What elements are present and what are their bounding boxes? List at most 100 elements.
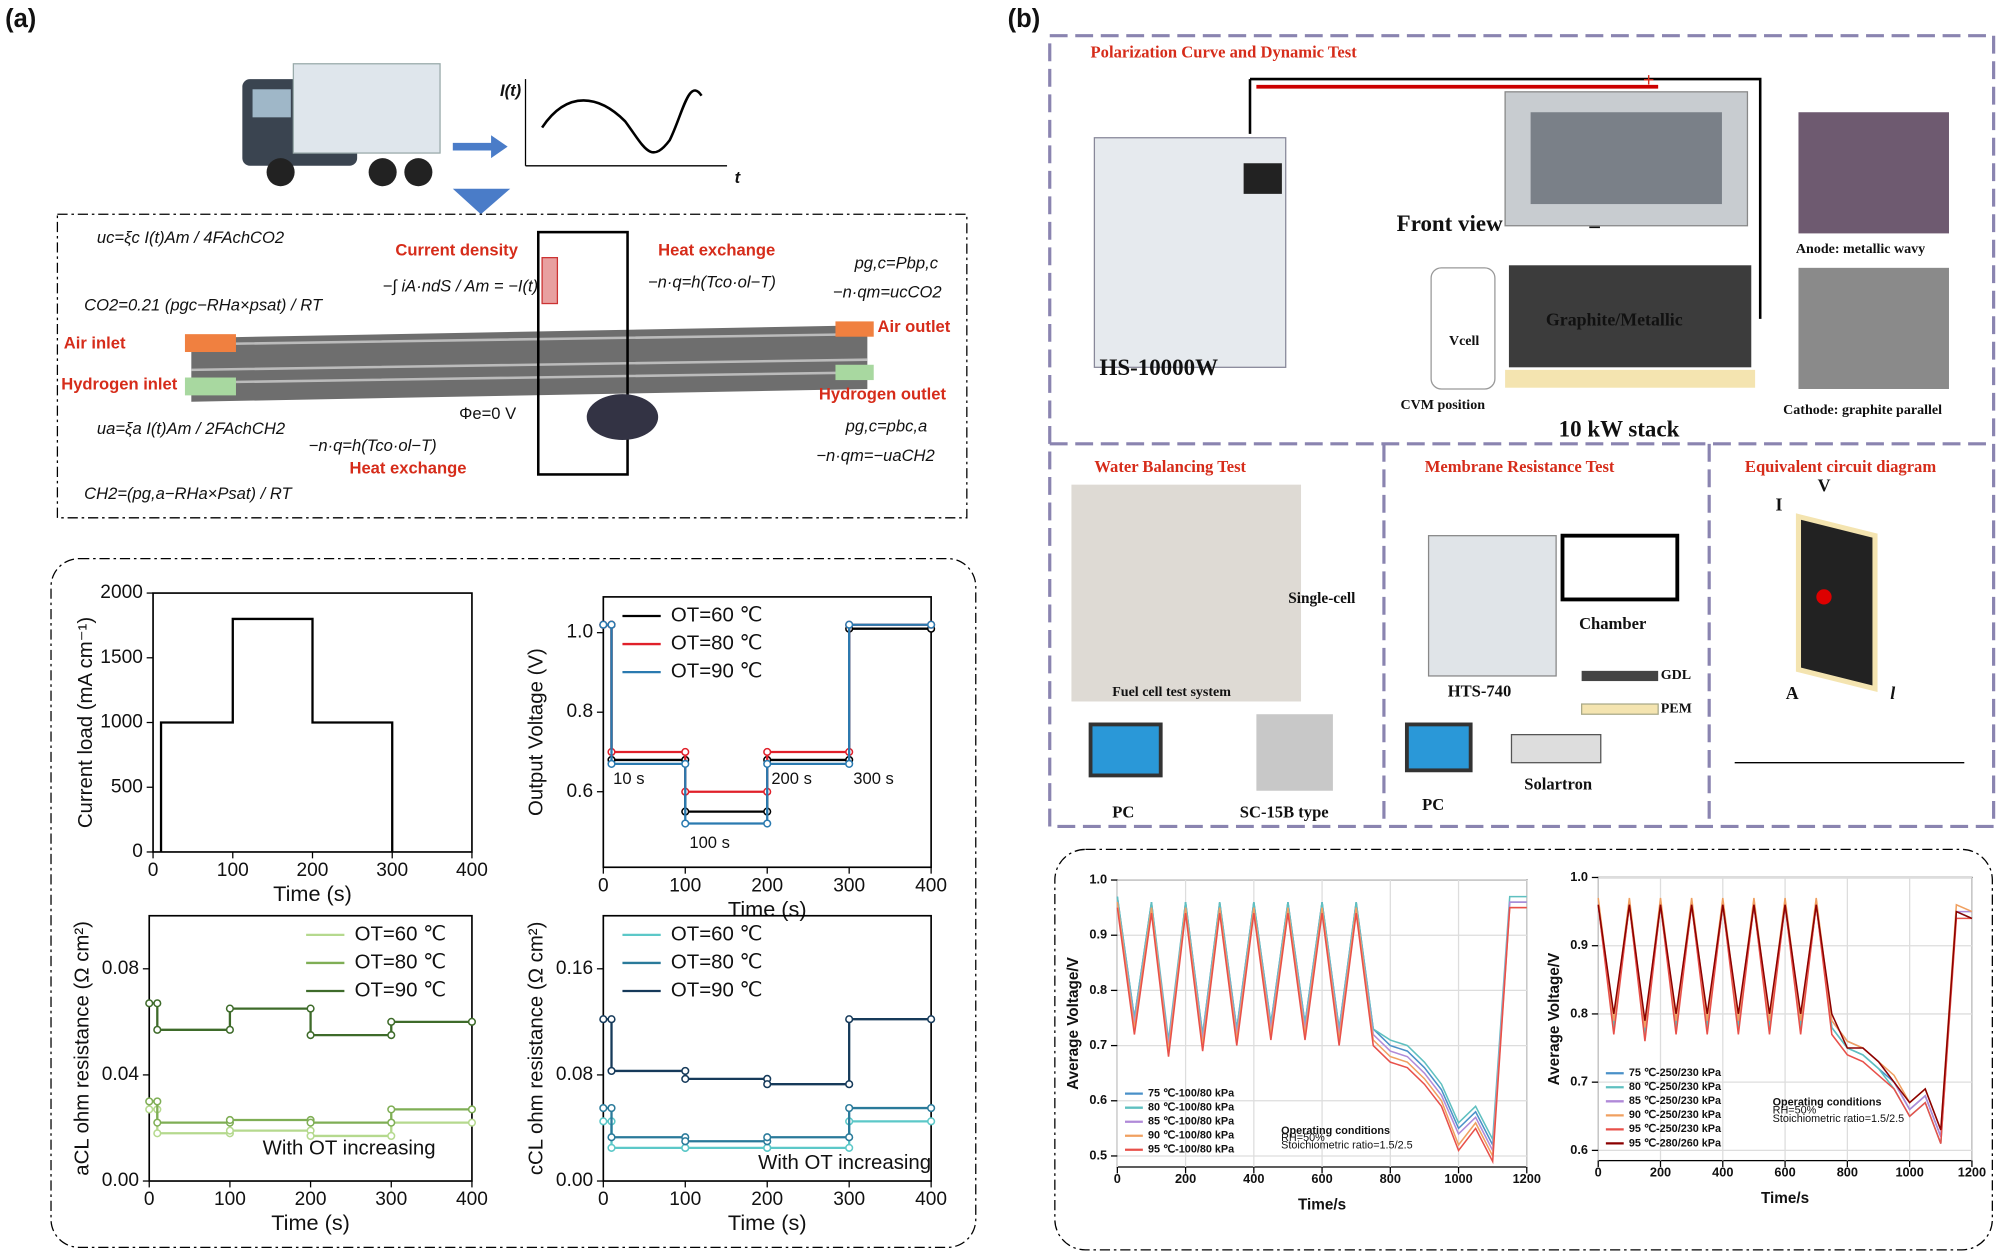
x-tick-label: 200 (751, 1189, 783, 1210)
legend-label: 95 ℃-100/80 kPa (1148, 1144, 1235, 1156)
y-axis-label: aCL ohm resistance (Ω cm²) (71, 921, 93, 1176)
label: Graphite/Metallic (1546, 309, 1683, 329)
y-tick-label: 0.16 (556, 958, 593, 979)
label: Hydrogen outlet (819, 385, 947, 404)
marker (845, 620, 854, 629)
y-tick-label: 0.6 (1570, 1142, 1588, 1157)
x-tick-label: 0 (1114, 1171, 1121, 1186)
legend-label: 90 ℃-250/230 kPa (1629, 1109, 1722, 1121)
marker (599, 1015, 608, 1024)
label: PC (1422, 795, 1444, 814)
marker (607, 1133, 616, 1142)
series-line (149, 1100, 472, 1124)
x-tick-label: 800 (1837, 1165, 1858, 1180)
x-tick-label: 200 (1650, 1165, 1671, 1180)
truck (242, 63, 441, 187)
x-tick-label: 600 (1311, 1171, 1332, 1186)
x-tick-label: 400 (915, 1189, 947, 1210)
equation: −n·qm=−uaCH2 (816, 446, 934, 465)
x-tick-label: 100 (214, 1189, 246, 1210)
x-tick-label: 300 (833, 875, 865, 896)
marker (607, 1066, 616, 1076)
marker (387, 1017, 396, 1026)
axis-label: t (735, 168, 742, 187)
annotation: With OT increasing (758, 1152, 931, 1174)
label: Chamber (1579, 614, 1646, 633)
annotation: 200 s (771, 769, 812, 788)
y-tick-label: 2000 (100, 582, 143, 603)
y-tick-label: 0.5 (1089, 1147, 1107, 1162)
y-axis-label: Output Voltage (V) (525, 648, 547, 816)
current-sketch (524, 79, 728, 167)
label: Vcell (1449, 333, 1479, 349)
section-title: Membrane Resistance Test (1425, 457, 1615, 476)
marker (845, 759, 854, 768)
legend-label: 80 ℃-100/80 kPa (1148, 1102, 1235, 1114)
y-axis-label: cCL ohm resistance (Ω cm²) (525, 922, 547, 1176)
marker (599, 620, 608, 629)
label: Anode: metallic wavy (1796, 241, 1925, 257)
marker (763, 759, 772, 768)
y-tick-label: 1000 (100, 712, 143, 733)
label: − (1588, 215, 1601, 240)
marker (145, 1105, 154, 1114)
equation: −n·q=h(Tco·ol−T) (309, 436, 437, 455)
annotation: RH=50% (1281, 1132, 1325, 1144)
marker (927, 1015, 936, 1024)
x-tick-label: 400 (456, 860, 488, 881)
arrow (452, 135, 508, 159)
marker (599, 1103, 608, 1113)
y-tick-label: 0.6 (567, 781, 594, 802)
y-tick-label: 0.9 (1570, 937, 1588, 952)
label: + (1643, 69, 1655, 91)
label: Current density (395, 241, 518, 260)
marker (467, 1017, 477, 1026)
marker (845, 1015, 854, 1024)
y-axis-label: Average Voltage/V (1546, 952, 1563, 1085)
y-tick-label: 0.7 (1570, 1074, 1588, 1089)
marker (845, 1143, 854, 1152)
equation: −n·q=h(Tco·ol−T) (648, 273, 776, 292)
equation: CH2=(pg,a−RHa×Psat) / RT (84, 484, 293, 503)
marker (387, 1105, 396, 1114)
section-title: Equivalent circuit diagram (1745, 457, 1936, 476)
series-line (159, 617, 394, 852)
x-tick-label: 100 (217, 860, 249, 881)
x-tick-label: 200 (1175, 1171, 1196, 1186)
annotation: 10 s (613, 769, 644, 788)
label: Solartron (1524, 774, 1592, 793)
panel-frame (1048, 34, 1996, 829)
x-tick-label: 400 (456, 1189, 488, 1210)
marker (607, 620, 616, 629)
y-tick-label: 1.0 (1570, 869, 1588, 884)
channel (184, 230, 874, 476)
label: Front view (1397, 211, 1503, 236)
annotation: RH=50% (1773, 1105, 1817, 1117)
equipment (1071, 77, 1965, 791)
marker (306, 1004, 315, 1013)
series-line (1597, 904, 1973, 1131)
y-tick-label: 1.0 (567, 622, 594, 643)
x-tick-label: 0 (598, 875, 609, 896)
label: Φe=0 V (459, 404, 516, 423)
legend-label: OT=90 ℃ (355, 979, 446, 1001)
marker (845, 1103, 854, 1113)
marker (387, 1131, 396, 1141)
legend-label: OT=90 ℃ (671, 661, 762, 683)
label: CVM position (1401, 397, 1486, 413)
marker (845, 1133, 854, 1142)
x-axis-label: Time (s) (273, 881, 352, 906)
marker (681, 759, 690, 768)
y-tick-label: 0.00 (102, 1170, 139, 1191)
x-axis-label: Time (s) (271, 1210, 350, 1235)
marker (607, 759, 616, 768)
label: Single-cell (1288, 590, 1355, 607)
label: V (1818, 475, 1831, 495)
y-tick-label: 0.8 (567, 701, 594, 722)
label: 10 kW stack (1559, 416, 1680, 441)
axis-label: I(t) (500, 81, 522, 100)
equation: −∫ iA·ndS / Am = −I(t) (383, 276, 539, 295)
x-tick-label: 200 (751, 875, 783, 896)
section-title: Water Balancing Test (1094, 457, 1246, 476)
